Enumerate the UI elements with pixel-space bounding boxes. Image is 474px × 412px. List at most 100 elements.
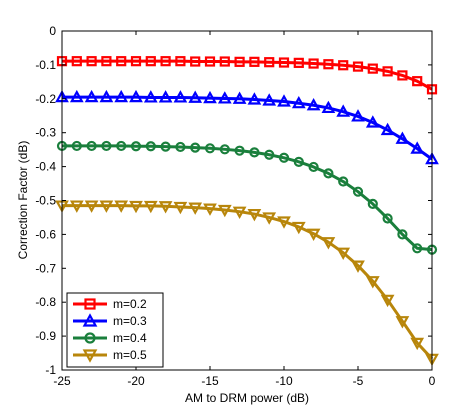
- data-point: [203, 203, 217, 216]
- legend-entry: m=0.2: [73, 297, 147, 311]
- data-point: [99, 200, 114, 213]
- data-point: [190, 142, 201, 153]
- axes-layer: -25 -20 -15 -10 -5 0 0 -0.1 -0.2 -0.3 -0.4 -0.5 -0.6…: [35, 24, 435, 388]
- data-point: [278, 57, 290, 68]
- data-point: [249, 56, 260, 67]
- data-point: [114, 89, 129, 103]
- data-point: [69, 89, 84, 103]
- legend-label: m=0.4: [113, 331, 147, 345]
- data-point: [395, 316, 410, 329]
- data-point: [101, 140, 112, 152]
- data-point: [173, 90, 188, 103]
- data-point: [352, 61, 364, 72]
- data-point: [217, 91, 232, 104]
- data-point: [84, 200, 99, 213]
- data-point: [190, 56, 201, 67]
- data-point: [308, 58, 319, 69]
- y-tick-label: -0.3: [35, 126, 56, 140]
- data-point: [160, 141, 171, 152]
- data-point: [160, 56, 171, 67]
- data-point: [306, 97, 321, 111]
- data-point: [293, 156, 304, 167]
- data-point: [277, 216, 291, 229]
- y-tick-label: -0.2: [35, 92, 56, 106]
- data-point: [262, 212, 277, 225]
- data-point: [84, 89, 99, 103]
- data-point: [410, 337, 425, 351]
- data-point: [130, 56, 142, 67]
- data-point: [175, 141, 186, 153]
- data-point: [130, 141, 142, 152]
- legend-entry: m=0.4: [73, 331, 147, 345]
- data-point: [380, 294, 395, 308]
- data-point: [86, 140, 97, 152]
- data-point: [143, 90, 158, 103]
- data-point: [412, 243, 423, 254]
- legend-marker: [84, 298, 96, 310]
- data-point: [308, 161, 319, 173]
- y-tick-label: -0.8: [35, 295, 56, 309]
- data-point: [382, 66, 393, 77]
- data-point: [129, 200, 143, 214]
- y-axis-label: Correction Factor (dB): [16, 141, 30, 260]
- data-point: [188, 90, 203, 103]
- data-point: [291, 221, 306, 235]
- data-point: [321, 237, 336, 250]
- legend-entry: m=0.5: [73, 348, 147, 363]
- y-tick-label: -0.5: [35, 194, 56, 208]
- data-point: [204, 143, 216, 154]
- data-point: [264, 149, 275, 160]
- data-point: [412, 76, 423, 87]
- data-point: [217, 204, 232, 218]
- y-tick-label: -1: [45, 363, 56, 377]
- data-point: [352, 186, 364, 197]
- data-point: [247, 208, 262, 222]
- series-m=0.4: [56, 140, 438, 255]
- data-point: [188, 202, 203, 215]
- data-point: [145, 56, 156, 67]
- data-point: [219, 56, 230, 67]
- data-point: [367, 63, 378, 74]
- y-tick-label: -0.4: [35, 160, 56, 174]
- data-point: [351, 260, 365, 273]
- series-m=0.5: [55, 200, 439, 367]
- x-tick-label: 0: [429, 374, 436, 388]
- data-point: [336, 247, 351, 260]
- data-point: [336, 104, 351, 117]
- data-point: [410, 141, 425, 154]
- data-point: [158, 90, 173, 103]
- data-point: [116, 140, 127, 152]
- data-point: [158, 201, 173, 214]
- x-tick-label: -5: [353, 374, 364, 388]
- data-point: [232, 91, 247, 104]
- data-point: [69, 200, 84, 213]
- legend-marker: [82, 313, 98, 327]
- x-tick-label: -25: [53, 374, 71, 388]
- data-point: [203, 90, 217, 104]
- y-tick-label: 0: [49, 24, 56, 38]
- data-point: [382, 213, 393, 224]
- data-point: [365, 115, 380, 128]
- data-point: [264, 57, 275, 68]
- y-tick-label: -0.9: [35, 329, 56, 343]
- data-point: [321, 100, 336, 114]
- data-point: [129, 89, 143, 103]
- data-point: [204, 56, 216, 67]
- legend-marker: [82, 349, 98, 363]
- data-point: [338, 60, 349, 71]
- data-point: [219, 144, 230, 155]
- data-point: [397, 70, 408, 81]
- legend-label: m=0.5: [113, 348, 147, 362]
- data-point: [323, 168, 334, 179]
- data-point: [306, 228, 321, 241]
- data-point: [234, 145, 245, 156]
- data-point: [232, 206, 247, 219]
- data-point: [116, 56, 127, 67]
- data-point: [71, 140, 82, 152]
- data-point: [114, 200, 129, 213]
- x-tick-label: -10: [275, 374, 293, 388]
- data-point: [262, 93, 277, 106]
- legend-label: m=0.2: [113, 297, 147, 311]
- series-layer: [55, 56, 439, 367]
